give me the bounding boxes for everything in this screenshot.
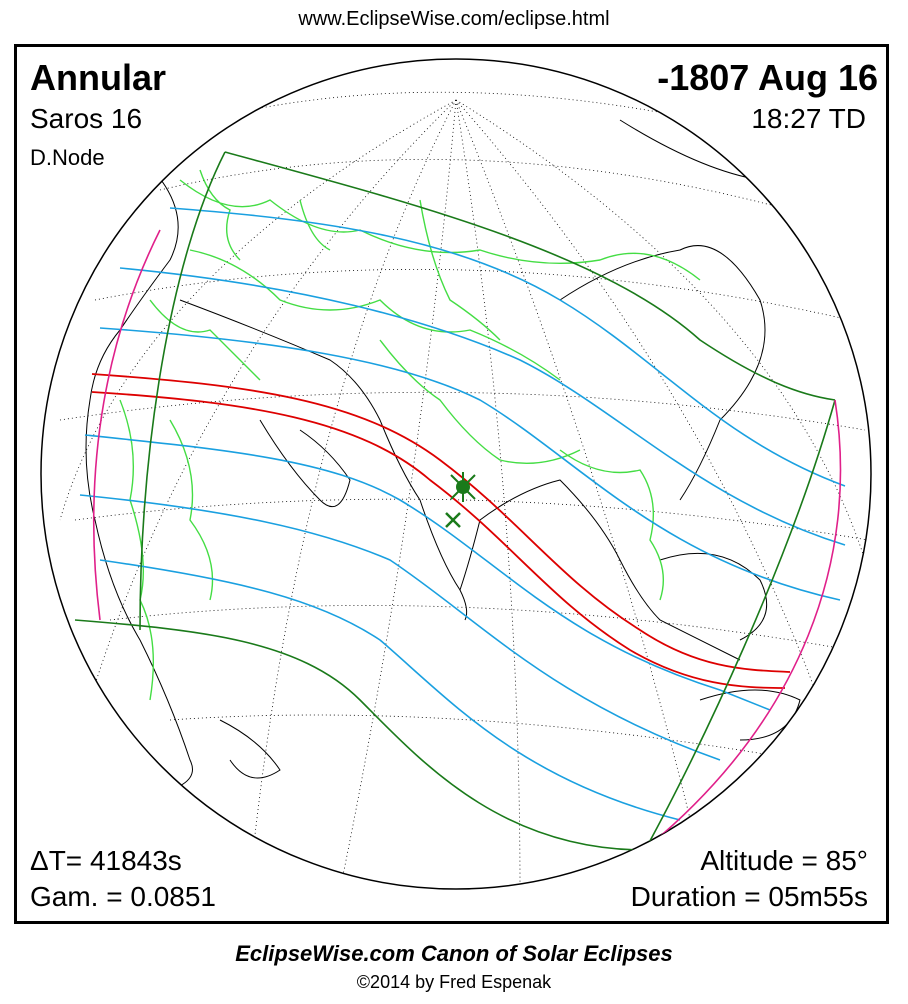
graticule [59,91,869,889]
duration-value: Duration = 05m55s [630,881,868,912]
globe-outline [40,58,872,890]
sunrise-sunset-curves [93,229,842,846]
country-borders [119,169,701,701]
header-url: www.EclipseWise.com/eclipse.html [298,8,610,30]
map-frame [14,44,889,924]
delta-t: ΔT= 41843s [30,845,182,876]
saros-label: Saros 16 [30,103,143,134]
footer-copyright: ©2014 by Fred Espenak [356,972,552,992]
x-marker [445,512,461,528]
star-marker [450,472,476,502]
eclipse-map [40,58,872,890]
node-label: D.Node [30,145,105,170]
coastlines [85,119,831,791]
altitude-value: Altitude = 85° [700,845,868,876]
magnitude-lines [79,207,846,821]
penumbra-limits [74,151,836,851]
gamma-value: Gam. = 0.0851 [30,881,217,912]
eclipse-type: Annular [30,57,167,98]
footer-title: EclipseWise.com Canon of Solar Eclipses [235,941,673,966]
central-path [91,373,791,689]
eclipse-time: 18:27 TD [751,103,866,134]
eclipse-date: -1807 Aug 16 [657,57,878,98]
